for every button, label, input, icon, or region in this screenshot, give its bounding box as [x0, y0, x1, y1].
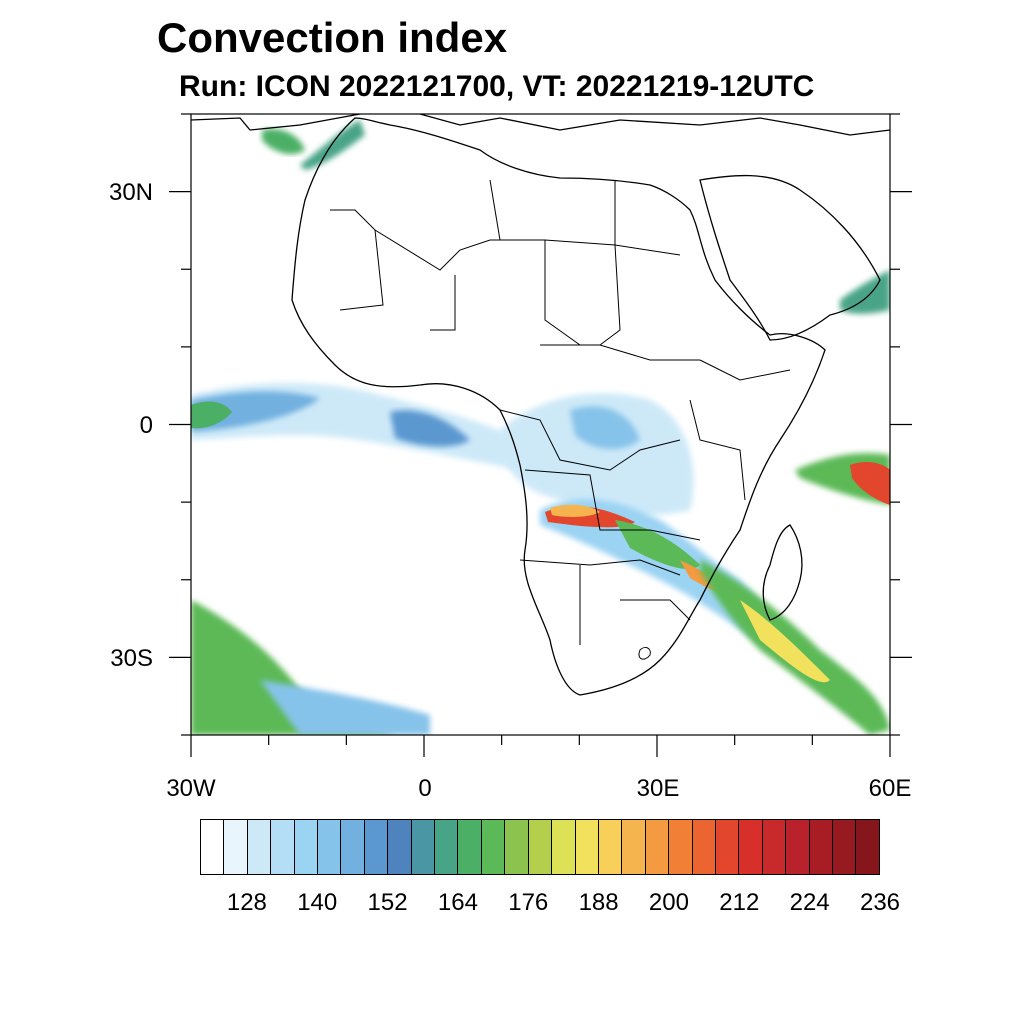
convection-field: [191, 120, 890, 735]
colorbar-swatch: [786, 820, 810, 874]
lat-label-0: 0: [139, 412, 153, 439]
colorbar-swatch: [832, 820, 857, 874]
colorbar-swatch: [552, 820, 576, 874]
colorbar-swatch: [762, 820, 787, 874]
colorbar-tick-label: 164: [437, 889, 478, 916]
colorbar-swatch: [669, 820, 693, 874]
colorbar-swatch: [364, 820, 389, 874]
map-subtitle: Run: ICON 2022121700, VT: 20221219-12UTC: [179, 70, 815, 103]
colorbar-tick-label: 212: [719, 889, 760, 916]
colorbar-swatch: [458, 820, 482, 874]
colorbar-swatch: [224, 820, 248, 874]
colorbar-swatch: [505, 820, 529, 874]
colorbar-swatch: [856, 820, 879, 874]
colorbar-swatch: [201, 820, 225, 874]
colorbar-tick-label: 128: [226, 889, 267, 916]
colorbar-tick-label: 140: [297, 889, 338, 916]
lat-label-30s: 30S: [110, 645, 153, 672]
colorbar-swatch: [739, 820, 763, 874]
colorbar-swatch: [247, 820, 272, 874]
lon-label-30e: 30E: [636, 775, 680, 802]
lon-label-30w: 30W: [166, 775, 216, 802]
colorbar-swatch: [575, 820, 599, 874]
colorbar-tick-label: 224: [789, 889, 830, 916]
colorbar-swatch: [622, 820, 646, 874]
colorbar-tick-label: 188: [578, 889, 619, 916]
country-borders: [330, 179, 791, 660]
colorbar-swatch: [318, 820, 342, 874]
colorbar-swatch: [715, 820, 740, 874]
colorbar-tick-label: 176: [508, 889, 549, 916]
colorbar-tick-label: 152: [367, 889, 408, 916]
colorbar-tick-label: 236: [859, 889, 901, 916]
colorbar-swatch: [435, 820, 459, 874]
colorbar-swatch: [388, 820, 412, 874]
coastlines: [191, 114, 890, 696]
colorbar-tick-label: 200: [648, 889, 689, 916]
colorbar-swatch: [411, 820, 436, 874]
colorbar: [200, 819, 880, 875]
colorbar-swatch: [481, 820, 506, 874]
map-title: Convection index: [157, 14, 508, 61]
colorbar-swatch: [271, 820, 295, 874]
colorbar-swatch: [294, 820, 319, 874]
colorbar-swatch: [645, 820, 670, 874]
colorbar-swatch: [692, 820, 716, 874]
lat-label-30n: 30N: [108, 179, 153, 206]
lon-label-60e: 60E: [868, 775, 912, 802]
lon-label-0: 0: [418, 775, 432, 802]
colorbar-swatch: [528, 820, 553, 874]
colorbar-swatch: [341, 820, 365, 874]
colorbar-swatch: [809, 820, 833, 874]
plot-frame: [169, 113, 912, 757]
colorbar-swatch: [598, 820, 623, 874]
